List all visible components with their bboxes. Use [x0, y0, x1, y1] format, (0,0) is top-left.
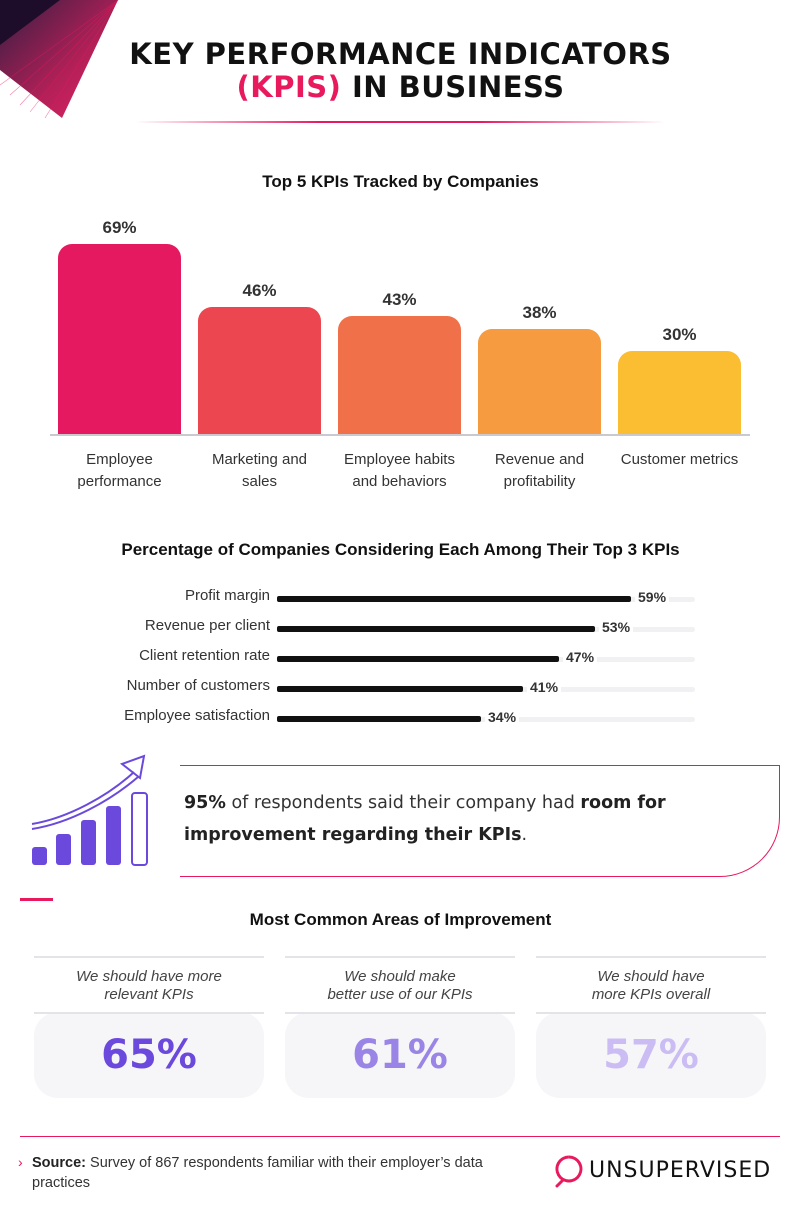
card-top-rule — [34, 956, 264, 958]
card-value-bg — [536, 1012, 766, 1098]
bar-1 — [58, 244, 181, 434]
card-mid-rule — [536, 1012, 766, 1014]
bar-category-label: Marketing and sales — [188, 449, 331, 493]
callout-box — [180, 765, 780, 877]
bar-value-label: 30% — [662, 325, 697, 345]
card-value: 61% — [352, 1032, 448, 1078]
source-label: Source: — [32, 1155, 86, 1171]
card-label: We should make better use of our KPIs — [285, 968, 515, 1004]
hbar-category-label: Number of customers — [126, 677, 270, 694]
bar-category-label: Revenue and profitability — [468, 449, 611, 493]
card-top-rule — [285, 956, 515, 958]
title-line-1: KEY PERFORMANCE INDICATORS — [129, 37, 672, 71]
hbar-category-label: Client retention rate — [139, 647, 270, 664]
card-value: 65% — [101, 1032, 197, 1078]
hbar-3 — [277, 656, 559, 662]
hbar-value-label: 41% — [527, 679, 562, 695]
card-label-line: We should have more — [76, 968, 222, 985]
card-value: 57% — [603, 1032, 699, 1078]
bar-4 — [478, 329, 601, 434]
bar-category-line: Employee habits — [344, 451, 455, 468]
title-accent: (KPIS) — [236, 70, 342, 104]
callout-period: . — [521, 825, 528, 845]
section-marker — [20, 898, 53, 901]
bar-category-label: Customer metrics — [608, 449, 751, 471]
bar-value-label: 46% — [242, 281, 277, 301]
card-mid-rule — [285, 1012, 515, 1014]
hbar-track — [277, 657, 695, 662]
card-label: We should have more KPIs overall — [536, 968, 766, 1004]
hbar-category-label: Profit margin — [184, 587, 270, 604]
chart1-title: Top 5 KPIs Tracked by Companies — [262, 172, 539, 191]
logo-text: UNSUPERVISED — [589, 1158, 772, 1183]
bar-value-label: 38% — [522, 303, 557, 323]
source-note: Source: Survey of 867 respondents famili… — [32, 1153, 532, 1193]
bar-category-line: profitability — [503, 473, 576, 490]
bar-category-line: Customer metrics — [620, 451, 739, 468]
card-label-line: We should make — [344, 968, 456, 985]
hbar-value-label: 53% — [599, 619, 634, 635]
bar-category-line: sales — [241, 473, 278, 490]
bar-category-label: Employee habits and behaviors — [328, 449, 471, 493]
bar-category-line: Employee — [86, 451, 153, 468]
card-top-rule — [536, 956, 766, 958]
card-label-line: more KPIs overall — [591, 986, 711, 1003]
card-label-line: relevant KPIs — [104, 986, 194, 1003]
title-line-2: (KPIS) IN BUSINESS — [0, 71, 801, 104]
corner-decoration — [0, 0, 119, 119]
hbar-1 — [277, 596, 631, 602]
chart2-title: Percentage of Companies Considering Each… — [121, 540, 680, 559]
callout-stat: 95% — [184, 793, 226, 813]
bar-value-label: 69% — [102, 218, 137, 237]
card-label-line: We should have — [597, 968, 705, 985]
bar-5 — [618, 351, 741, 434]
hbar-track — [277, 597, 695, 602]
page-title: KEY PERFORMANCE INDICATORS (KPIS) IN BUS… — [0, 38, 801, 104]
callout-text: 95% of respondents said their company ha… — [184, 787, 704, 851]
hbar-category-label: Revenue per client — [144, 617, 270, 634]
card-value-bg — [285, 1012, 515, 1098]
logo-icon — [555, 1155, 583, 1188]
chart1-baseline — [50, 434, 750, 436]
card-label: We should have more relevant KPIs — [34, 968, 264, 1004]
callout-mid: of respondents said their company had — [225, 793, 581, 813]
hbar-track — [277, 717, 695, 722]
card-mid-rule — [34, 1012, 264, 1014]
hbar-value-label: 59% — [635, 589, 670, 605]
bar-category-line: performance — [77, 473, 162, 490]
bar-category-line: Marketing and — [211, 451, 308, 468]
hbar-4 — [277, 686, 523, 692]
bar-category-line: and behaviors — [352, 473, 447, 490]
chevron-right-icon: › — [18, 1154, 23, 1170]
card-value-bg — [34, 1012, 264, 1098]
card-label-line: better use of our KPIs — [327, 986, 473, 1003]
title-rest: IN BUSINESS — [341, 70, 565, 104]
bar-category-label: Employee performance — [48, 449, 191, 493]
bar-3 — [338, 315, 461, 434]
footer-rule — [20, 1136, 780, 1137]
bar-category-line: Revenue and — [494, 451, 585, 468]
hbar-category-label: Employee satisfaction — [124, 707, 270, 724]
callout-bold: room for improvement regarding their KPI… — [184, 793, 666, 845]
improvement-title: Most Common Areas of Improvement — [249, 910, 552, 929]
source-text: Survey of 867 respondents familiar with … — [32, 1155, 483, 1191]
bar-2 — [198, 307, 321, 434]
hbar-value-label: 47% — [563, 649, 598, 665]
growth-chart-icon — [31, 754, 148, 866]
hbar-2 — [277, 626, 595, 632]
hbar-5 — [277, 716, 481, 722]
hbar-track — [277, 627, 695, 632]
title-divider — [135, 121, 665, 123]
hbar-track — [277, 687, 695, 692]
bar-value-label: 43% — [382, 289, 417, 309]
hbar-value-label: 34% — [485, 709, 520, 725]
